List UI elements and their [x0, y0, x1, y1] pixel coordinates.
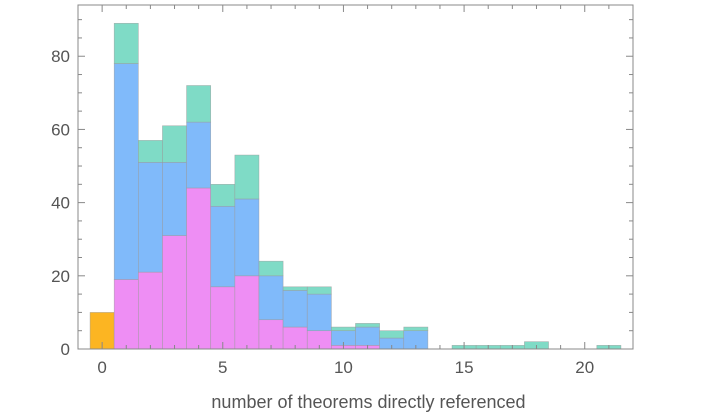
bar-9-segment-3 [306, 286, 332, 295]
y-tick-label: 80 [51, 47, 70, 66]
bar-10-segment-3 [331, 326, 356, 332]
bar-2-segment-3 [138, 140, 163, 163]
bar-3-segment-1 [162, 235, 187, 350]
x-tick-label: 20 [575, 358, 594, 377]
bar-7-segment-3 [258, 260, 284, 277]
bars-layer [89, 22, 622, 350]
bar-11-segment-2 [355, 326, 380, 346]
y-tick-label: 20 [51, 267, 70, 286]
bar-3-segment-3 [162, 125, 187, 163]
bar-1-segment-1 [113, 279, 139, 350]
x-axis-title: number of theorems directly referenced [211, 392, 525, 412]
x-tick-label: 15 [455, 358, 474, 377]
plot-frame [77, 4, 634, 350]
bar-13-segment-3 [403, 326, 429, 332]
bar-4-segment-2 [186, 121, 212, 189]
bar-5-segment-1 [210, 286, 236, 350]
bar-5-segment-3 [210, 184, 236, 207]
y-tick-label: 60 [51, 120, 70, 139]
x-tick-label: 10 [334, 358, 353, 377]
bar-7-segment-1 [258, 319, 284, 350]
bar-3-segment-2 [162, 162, 187, 236]
x-tick-label: 5 [218, 358, 227, 377]
y-tick-label: 0 [61, 340, 70, 359]
bar-1-segment-3 [113, 22, 139, 64]
bar-6-segment-2 [234, 198, 260, 277]
axis-ticks [78, 5, 633, 349]
bar-11-segment-3 [355, 323, 380, 328]
x-tick-label: 0 [97, 358, 106, 377]
bar-9-segment-2 [306, 293, 332, 332]
bar-7-segment-2 [258, 275, 284, 321]
bar-12-segment-3 [379, 330, 405, 339]
bar-4-segment-3 [186, 85, 212, 123]
bar-6-segment-1 [234, 275, 260, 350]
tick-labels: 0 5 10 15 20 0 20 40 60 80 [51, 47, 594, 377]
bar-2-segment-2 [138, 162, 163, 273]
y-tick-label: 40 [51, 194, 70, 213]
bar-6-segment-3 [234, 154, 260, 200]
bar-8-segment-2 [282, 290, 308, 328]
bar-5-segment-2 [210, 205, 236, 288]
bar-4-segment-1 [186, 187, 212, 350]
bar-2-segment-1 [138, 271, 163, 350]
bar-8-segment-3 [282, 286, 308, 291]
bar-1-segment-2 [113, 63, 139, 280]
